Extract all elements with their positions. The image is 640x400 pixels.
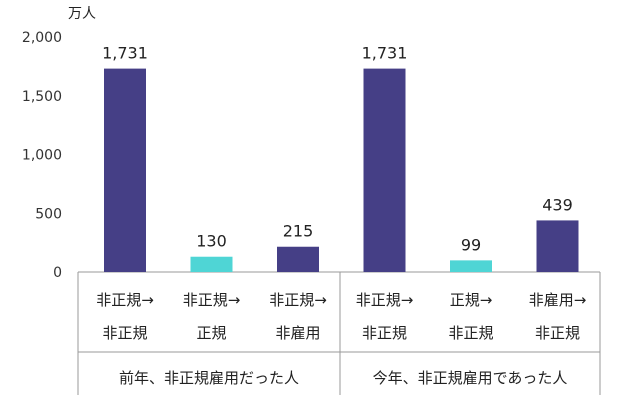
- data-label: 439: [542, 195, 573, 214]
- category-label-line2: 非雇用: [275, 324, 320, 342]
- bar: [536, 220, 579, 272]
- category-label-line1: 非雇用→: [529, 291, 587, 309]
- data-label: 130: [196, 232, 227, 251]
- category-label-line2: 非正規: [448, 324, 493, 342]
- data-label: 99: [461, 235, 481, 254]
- bar: [450, 260, 492, 272]
- data-label: 1,731: [102, 44, 148, 63]
- category-label-line1: 非正規→: [183, 291, 241, 309]
- bar: [363, 68, 406, 272]
- y-tick-label: 2,000: [22, 30, 62, 46]
- category-label-line1: 非正規→: [96, 291, 154, 309]
- category-label-line2: 正規: [196, 324, 226, 342]
- y-tick-label: 500: [35, 206, 62, 222]
- group-label: 前年、非正規雇用だった人: [119, 369, 299, 387]
- data-label: 1,731: [362, 44, 408, 63]
- group-label: 今年、非正規雇用であった人: [373, 369, 568, 387]
- y-tick-label: 1,500: [22, 89, 62, 105]
- bar: [277, 246, 319, 272]
- axis-layer: 2,000 1,500 1,000 500 0: [22, 30, 601, 395]
- category-label-line1: 非正規→: [269, 291, 327, 309]
- y-tick-label: 1,000: [22, 148, 62, 164]
- category-label-line2: 非正規: [362, 324, 407, 342]
- category-label-line1: 正規→: [450, 291, 493, 309]
- unit-label: 万人: [68, 6, 96, 22]
- bar-layer: [104, 68, 579, 272]
- data-label: 215: [283, 222, 314, 241]
- bar: [104, 68, 146, 272]
- category-label-line2: 非正規: [102, 324, 147, 342]
- category-label-line1: 非正規→: [356, 291, 414, 309]
- label-layer: 1,731 非正規→ 非正規 130 非正規→ 正規 215 非正規→ 非雇用 1,731 非正規→…: [96, 44, 586, 387]
- y-tick-label: 0: [53, 265, 62, 281]
- category-label-line2: 非正規: [535, 324, 580, 342]
- bar: [190, 256, 233, 272]
